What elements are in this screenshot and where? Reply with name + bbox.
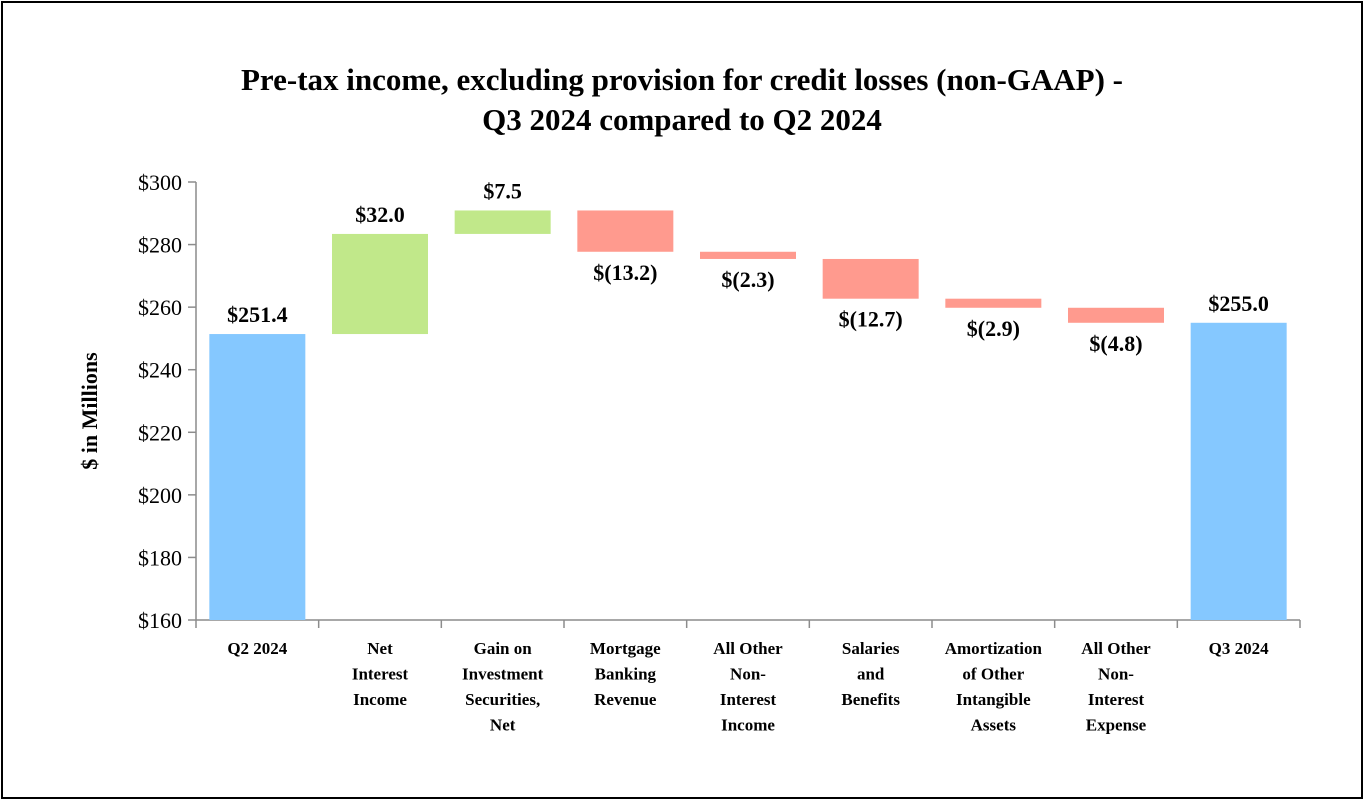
x-category-label: Banking <box>595 665 657 684</box>
data-label: $(2.9) <box>967 316 1020 341</box>
x-category-label: All Other <box>1081 639 1151 658</box>
y-tick-label: $260 <box>138 295 182 320</box>
x-category-label: Gain on <box>474 639 533 658</box>
x-category-label: Revenue <box>594 690 657 709</box>
y-tick-label: $300 <box>138 170 182 195</box>
bar <box>332 233 428 335</box>
bar <box>454 210 551 234</box>
y-tick-label: $180 <box>138 545 182 570</box>
y-axis-label: $ in Millions <box>77 352 102 470</box>
x-category-label: Salaries <box>842 639 900 658</box>
bar <box>209 334 306 620</box>
x-category-label: and <box>857 665 885 684</box>
x-category-label: All Other <box>713 639 783 658</box>
x-category-label: Income <box>721 716 775 735</box>
data-label: $7.5 <box>483 178 522 203</box>
bar <box>1068 307 1164 323</box>
x-category-label: Q2 2024 <box>227 639 287 658</box>
x-category-label: Securities, <box>465 690 540 709</box>
x-category-label: Interest <box>352 665 409 684</box>
title-line-1: Pre-tax income, excluding provision for … <box>240 62 1123 97</box>
x-category-label: Non- <box>730 665 766 684</box>
data-label: $(2.3) <box>721 267 774 292</box>
y-tick-label: $200 <box>138 483 182 508</box>
title-line-2: Q3 2024 compared to Q2 2024 <box>482 102 882 137</box>
bar <box>700 251 796 259</box>
x-category-label: Net <box>367 639 393 658</box>
x-category-label: Investment <box>462 665 544 684</box>
x-category-label: Interest <box>1088 690 1145 709</box>
x-category-label: Interest <box>720 690 777 709</box>
chart-title: Pre-tax income, excluding provision for … <box>0 60 1364 140</box>
bar <box>577 210 674 252</box>
x-category-label: Income <box>353 690 407 709</box>
x-category-label: Non- <box>1098 665 1134 684</box>
y-tick-label: $220 <box>138 420 182 445</box>
bar <box>1190 322 1287 620</box>
data-label: $(12.7) <box>839 307 903 332</box>
x-category-label: Intangible <box>956 690 1031 709</box>
bar <box>822 258 919 299</box>
y-tick-label: $160 <box>138 608 182 633</box>
x-category-label: Expense <box>1086 716 1147 735</box>
data-label: $32.0 <box>355 202 405 227</box>
y-tick-label: $240 <box>138 358 182 383</box>
x-category-label: of Other <box>962 665 1024 684</box>
bar <box>945 298 1042 308</box>
data-label: $(4.8) <box>1089 331 1142 356</box>
x-category-label: Amortization <box>945 639 1043 658</box>
data-label: $251.4 <box>227 302 288 327</box>
x-category-label: Assets <box>971 716 1017 735</box>
x-category-label: Benefits <box>841 690 900 709</box>
x-category-label: Mortgage <box>590 639 661 658</box>
data-label: $(13.2) <box>593 260 657 285</box>
x-category-label: Q3 2024 <box>1209 639 1269 658</box>
data-label: $255.0 <box>1208 291 1269 316</box>
y-tick-label: $280 <box>138 233 182 258</box>
x-category-label: Net <box>490 716 516 735</box>
